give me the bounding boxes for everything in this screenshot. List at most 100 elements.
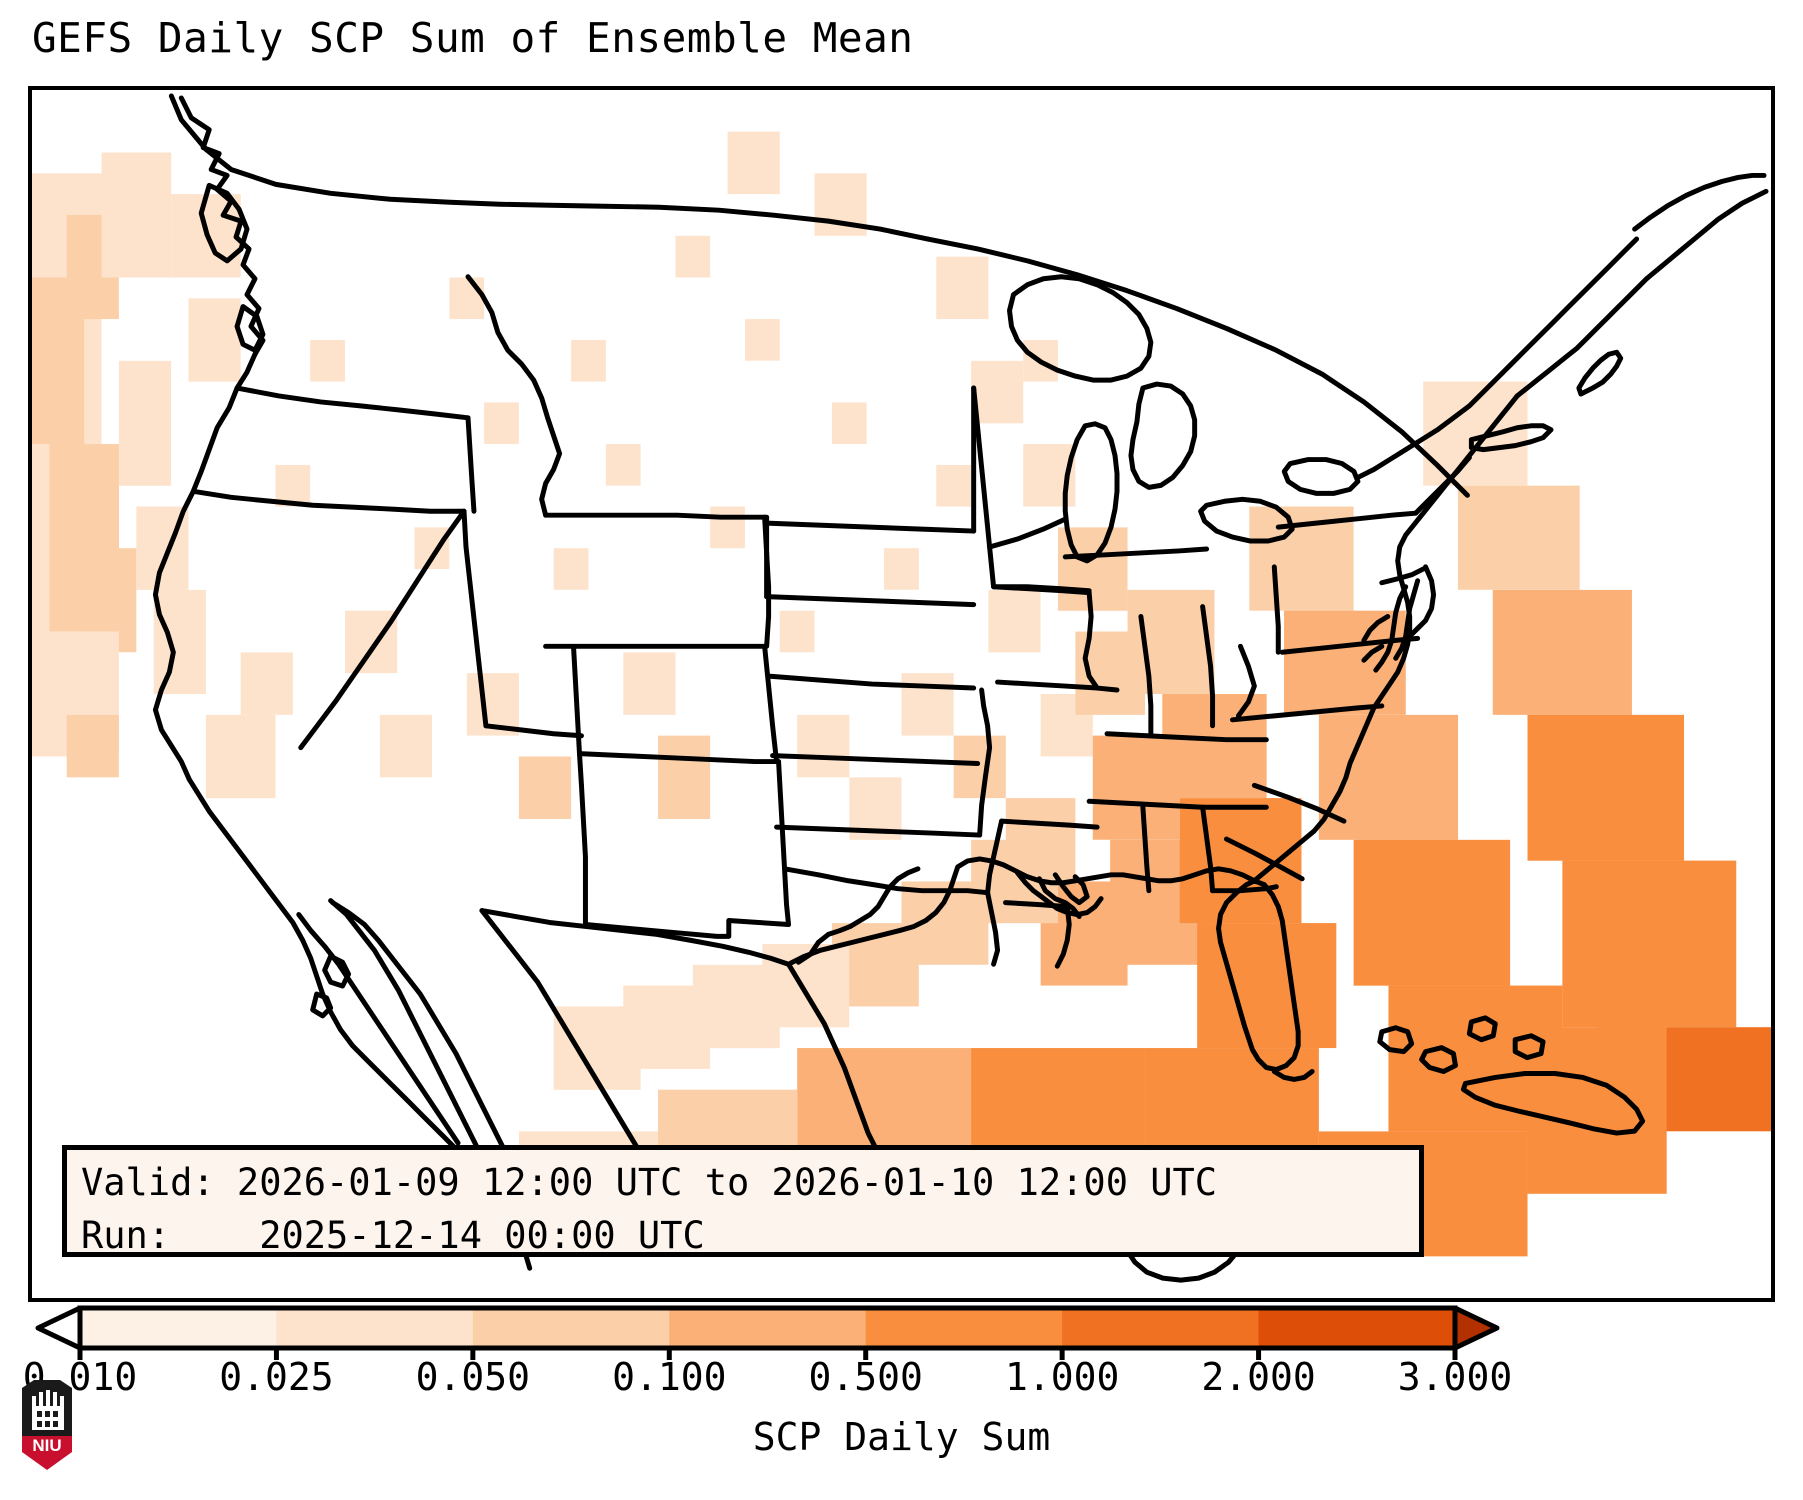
state-border-ny-ne xyxy=(1413,455,1472,516)
state-border-id-mt xyxy=(465,274,563,518)
florida-keys xyxy=(1271,1069,1315,1082)
state-border-mi-oh-in xyxy=(1062,546,1210,560)
state-border-mn-east xyxy=(971,385,997,590)
heatmap-cell xyxy=(571,339,606,382)
colorbar-segment xyxy=(669,1308,867,1348)
heatmap-cell xyxy=(379,714,432,778)
heatmap-cell xyxy=(605,444,641,486)
state-border-co-south xyxy=(576,751,782,765)
heatmap-cell xyxy=(310,339,345,382)
lake-superior xyxy=(1007,274,1154,383)
state-border-ia-il xyxy=(1082,590,1100,691)
delmarva-peninsula xyxy=(1409,564,1437,637)
map-svg xyxy=(32,93,1771,1283)
lake-huron xyxy=(1128,381,1198,490)
colorbar-segment xyxy=(1258,1308,1456,1348)
colorbar-over-arrow xyxy=(1452,1305,1500,1351)
page-title: GEFS Daily SCP Sum of Ensemble Mean xyxy=(32,14,914,62)
heatmap-cell xyxy=(797,714,850,778)
valid-run-infobox: Valid: 2026-01-09 12:00 UTC to 2026-01-1… xyxy=(62,1145,1424,1257)
state-border-wi-mi xyxy=(987,516,1068,550)
bahamas xyxy=(1377,1015,1546,1074)
state-border-ia-mo xyxy=(995,679,1120,693)
heatmap-cell xyxy=(884,548,919,590)
colorbar-tick-label: 0.050 xyxy=(415,1355,531,1399)
colorbar-title: SCP Daily Sum xyxy=(752,1415,1051,1459)
colorbar-tick-label: 0.500 xyxy=(808,1355,923,1399)
state-border-ar-ok xyxy=(985,818,1005,896)
colorbar-segment xyxy=(865,1308,1063,1348)
texas-coast-detail xyxy=(795,866,921,965)
heatmap-cell xyxy=(1457,485,1580,590)
state-border-pa-south xyxy=(1279,635,1421,655)
cuba-outline xyxy=(1460,1071,1646,1136)
heatmap-cell xyxy=(118,360,172,486)
florida-coast xyxy=(1216,878,1301,1072)
colorbar-tick-marks xyxy=(77,1348,1458,1360)
state-border-in-oh xyxy=(1200,604,1216,729)
nova-scotia xyxy=(1632,172,1767,232)
gulf-of-california-islands xyxy=(310,953,352,1019)
colorbar-tick-label: 0.100 xyxy=(612,1355,727,1399)
heatmap-cell xyxy=(1527,714,1685,861)
heatmap-cell xyxy=(1562,860,1737,1028)
heatmap-cell xyxy=(240,652,293,715)
heatmap-cell xyxy=(153,589,206,694)
northern-canada-border-east xyxy=(925,236,1470,498)
heatmap-cell xyxy=(205,714,276,799)
heatmap-cell xyxy=(745,319,780,361)
state-border-nv-az xyxy=(483,723,584,739)
state-border-wv-va xyxy=(1235,643,1257,719)
chesapeake-bay xyxy=(1361,578,1421,673)
valid-time-line: Valid: 2026-01-09 12:00 UTC to 2026-01-1… xyxy=(81,1161,1218,1204)
heatmap-cell xyxy=(675,235,711,278)
colorbar-svg xyxy=(35,1305,1500,1360)
niu-logo-text: NIU xyxy=(32,1436,61,1455)
state-border-ga-fl xyxy=(1210,884,1279,894)
heatmap-cell xyxy=(710,506,745,549)
heatmap-cell xyxy=(658,735,711,819)
heatmap-cell xyxy=(518,756,572,819)
state-border-tn-ms-al-ga xyxy=(1086,798,1269,810)
state-border-nm-tx xyxy=(776,759,792,927)
colorbar-tick-label: 0.025 xyxy=(219,1355,334,1399)
state-border-nc-sc xyxy=(1251,782,1347,824)
heatmap-cell xyxy=(1527,1027,1667,1194)
maine-coast xyxy=(1644,188,1769,282)
st-lawrence-river xyxy=(1355,236,1640,480)
niu-shield-red xyxy=(22,1436,72,1470)
state-border-or-ca-nv xyxy=(190,488,467,514)
colorbar-under-arrow xyxy=(35,1305,83,1351)
colorbar-segment xyxy=(472,1308,670,1348)
state-border-sc-ga xyxy=(1224,836,1305,882)
colorbar-tick-label: 3.000 xyxy=(1397,1355,1513,1399)
colorbar-tick-labels: 0.010 0.025 0.050 0.100 0.500 1.000 2.000 3.000 xyxy=(0,1355,1803,1405)
pacific-coastline xyxy=(152,351,547,1247)
heatmap-cell xyxy=(953,735,1006,799)
state-border-ok-tx xyxy=(782,866,991,896)
heatmap-cell xyxy=(101,152,172,278)
colorbar-segment xyxy=(80,1308,277,1348)
heatmap-cell xyxy=(1492,589,1632,715)
state-border-az-nm xyxy=(578,782,588,927)
louisiana-coast xyxy=(1014,870,1104,918)
baja-inner-coast xyxy=(296,912,461,1146)
colorbar-segment xyxy=(276,1308,474,1348)
state-border-va-nc xyxy=(1229,703,1385,723)
state-border-dakotas-north xyxy=(764,520,977,534)
state-border-id-west xyxy=(465,415,477,514)
state-border-md-de xyxy=(1379,566,1427,586)
state-border-mo-ar xyxy=(999,818,1100,830)
state-border-ut-co xyxy=(571,643,584,788)
state-border-ar-la xyxy=(1003,900,1070,910)
mexico-us-border xyxy=(479,908,792,967)
vancouver-island xyxy=(198,182,250,264)
heatmap-cell xyxy=(1179,798,1302,924)
state-border-ky-tn xyxy=(1104,731,1269,743)
heatmap-cell xyxy=(901,673,954,736)
scp-heatmap-layer xyxy=(32,131,1771,1257)
heatmap-cell xyxy=(936,256,989,320)
state-border-nv-ut xyxy=(461,508,489,729)
map-panel xyxy=(28,86,1775,1302)
state-border-wi-il xyxy=(991,584,1092,594)
